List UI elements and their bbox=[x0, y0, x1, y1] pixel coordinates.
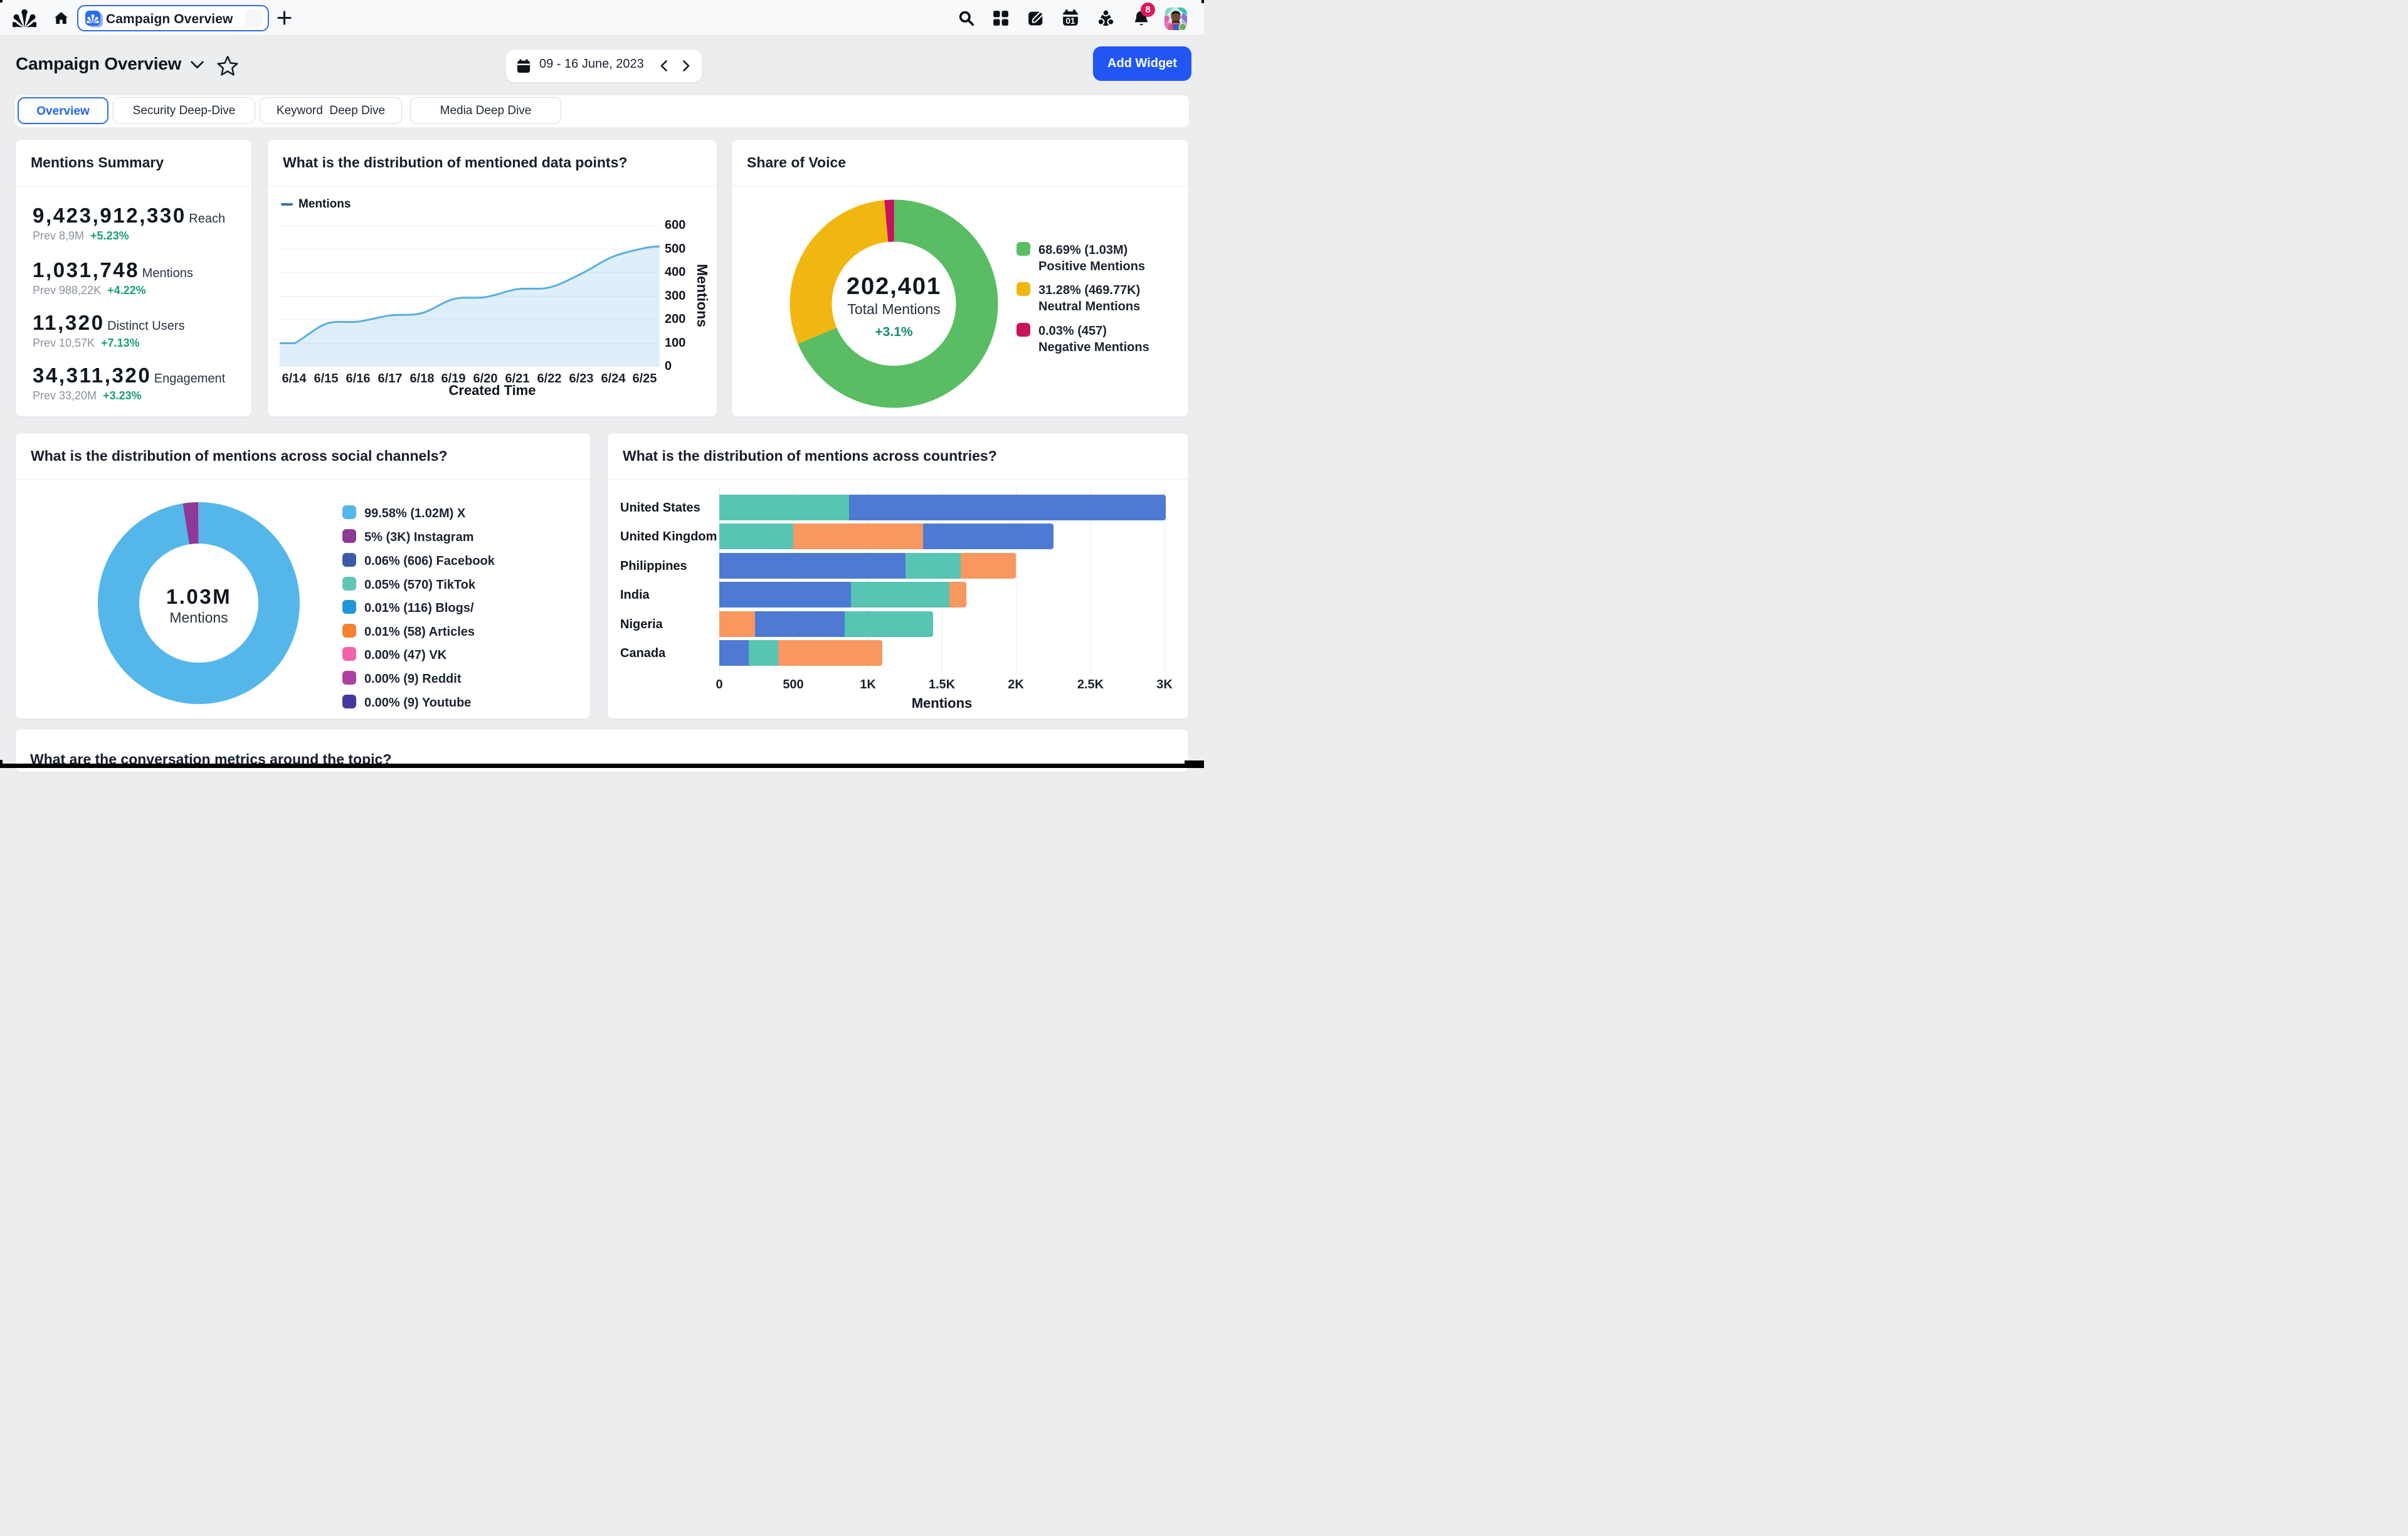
svg-text:01: 01 bbox=[1065, 16, 1075, 26]
